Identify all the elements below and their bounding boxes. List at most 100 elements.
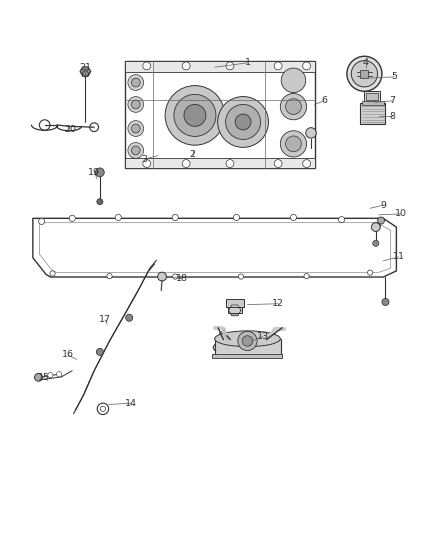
Circle shape [226, 159, 234, 167]
Bar [226, 300, 244, 307]
Text: 9: 9 [380, 201, 386, 209]
Text: 4: 4 [363, 58, 369, 67]
Circle shape [143, 159, 151, 167]
Circle shape [274, 159, 282, 167]
Circle shape [286, 136, 301, 152]
Circle shape [100, 406, 106, 411]
Circle shape [128, 142, 144, 158]
Circle shape [128, 120, 144, 136]
Circle shape [347, 56, 382, 91]
Text: 18: 18 [176, 274, 188, 283]
Text: 1: 1 [244, 58, 251, 67]
Circle shape [165, 86, 225, 145]
Circle shape [39, 219, 45, 224]
Circle shape [242, 336, 253, 346]
Circle shape [143, 62, 151, 70]
Circle shape [95, 168, 104, 177]
Circle shape [367, 270, 373, 275]
Text: 2: 2 [190, 150, 196, 159]
Text: 10: 10 [395, 209, 407, 219]
Polygon shape [229, 305, 241, 316]
Circle shape [126, 314, 133, 321]
Circle shape [339, 216, 345, 223]
Text: 11: 11 [392, 252, 405, 261]
Circle shape [131, 124, 140, 133]
Polygon shape [33, 219, 396, 277]
Circle shape [280, 93, 307, 120]
Ellipse shape [215, 331, 280, 346]
Circle shape [306, 128, 316, 138]
Circle shape [303, 62, 311, 70]
Text: 21: 21 [79, 63, 92, 72]
Text: 7: 7 [389, 96, 395, 106]
Text: 15: 15 [38, 373, 50, 382]
Circle shape [131, 146, 140, 155]
Circle shape [69, 215, 75, 221]
Circle shape [172, 214, 178, 221]
Circle shape [274, 62, 282, 70]
Bar [228, 305, 242, 313]
Circle shape [373, 240, 379, 246]
Bar [360, 70, 368, 78]
Text: 12: 12 [272, 299, 284, 308]
Circle shape [226, 104, 261, 140]
Circle shape [304, 273, 309, 279]
Circle shape [97, 199, 103, 205]
Text: 19: 19 [88, 168, 100, 177]
Text: 16: 16 [62, 351, 74, 359]
Text: 8: 8 [389, 112, 395, 121]
Circle shape [378, 217, 385, 224]
Circle shape [182, 159, 190, 167]
Circle shape [382, 298, 389, 305]
Circle shape [173, 274, 178, 279]
Circle shape [158, 272, 166, 281]
Circle shape [174, 94, 216, 136]
Circle shape [290, 214, 297, 221]
Circle shape [280, 131, 307, 157]
Circle shape [182, 62, 190, 70]
Ellipse shape [213, 338, 282, 357]
Text: 5: 5 [391, 72, 397, 82]
Circle shape [39, 120, 50, 130]
Circle shape [184, 104, 206, 126]
Circle shape [351, 61, 378, 87]
Bar [125, 61, 315, 71]
Text: 14: 14 [125, 399, 138, 408]
Circle shape [90, 123, 99, 132]
Text: 17: 17 [99, 316, 111, 325]
Circle shape [131, 78, 140, 87]
Circle shape [131, 100, 140, 109]
Circle shape [35, 374, 42, 381]
Circle shape [218, 96, 268, 147]
Circle shape [57, 372, 62, 377]
Polygon shape [125, 61, 315, 168]
Bar [360, 103, 385, 124]
Polygon shape [80, 67, 91, 76]
Circle shape [50, 271, 55, 276]
Circle shape [128, 96, 144, 112]
Text: 3: 3 [141, 155, 148, 164]
Text: 20: 20 [64, 125, 76, 134]
Bar [364, 91, 380, 102]
Circle shape [303, 159, 311, 167]
Circle shape [115, 214, 121, 221]
Bar [125, 158, 315, 168]
Circle shape [238, 332, 257, 351]
Bar [362, 101, 384, 105]
Circle shape [48, 373, 53, 378]
Circle shape [97, 403, 109, 415]
Bar [215, 339, 281, 356]
Circle shape [286, 99, 301, 115]
Circle shape [96, 349, 103, 356]
Bar [212, 354, 282, 359]
Circle shape [233, 214, 240, 221]
Text: 13: 13 [257, 332, 269, 341]
Circle shape [374, 223, 381, 229]
Circle shape [371, 223, 380, 231]
Circle shape [107, 273, 112, 279]
Bar [366, 93, 378, 100]
Circle shape [82, 71, 88, 77]
Circle shape [128, 75, 144, 91]
Circle shape [238, 274, 244, 279]
Text: 6: 6 [321, 96, 327, 106]
